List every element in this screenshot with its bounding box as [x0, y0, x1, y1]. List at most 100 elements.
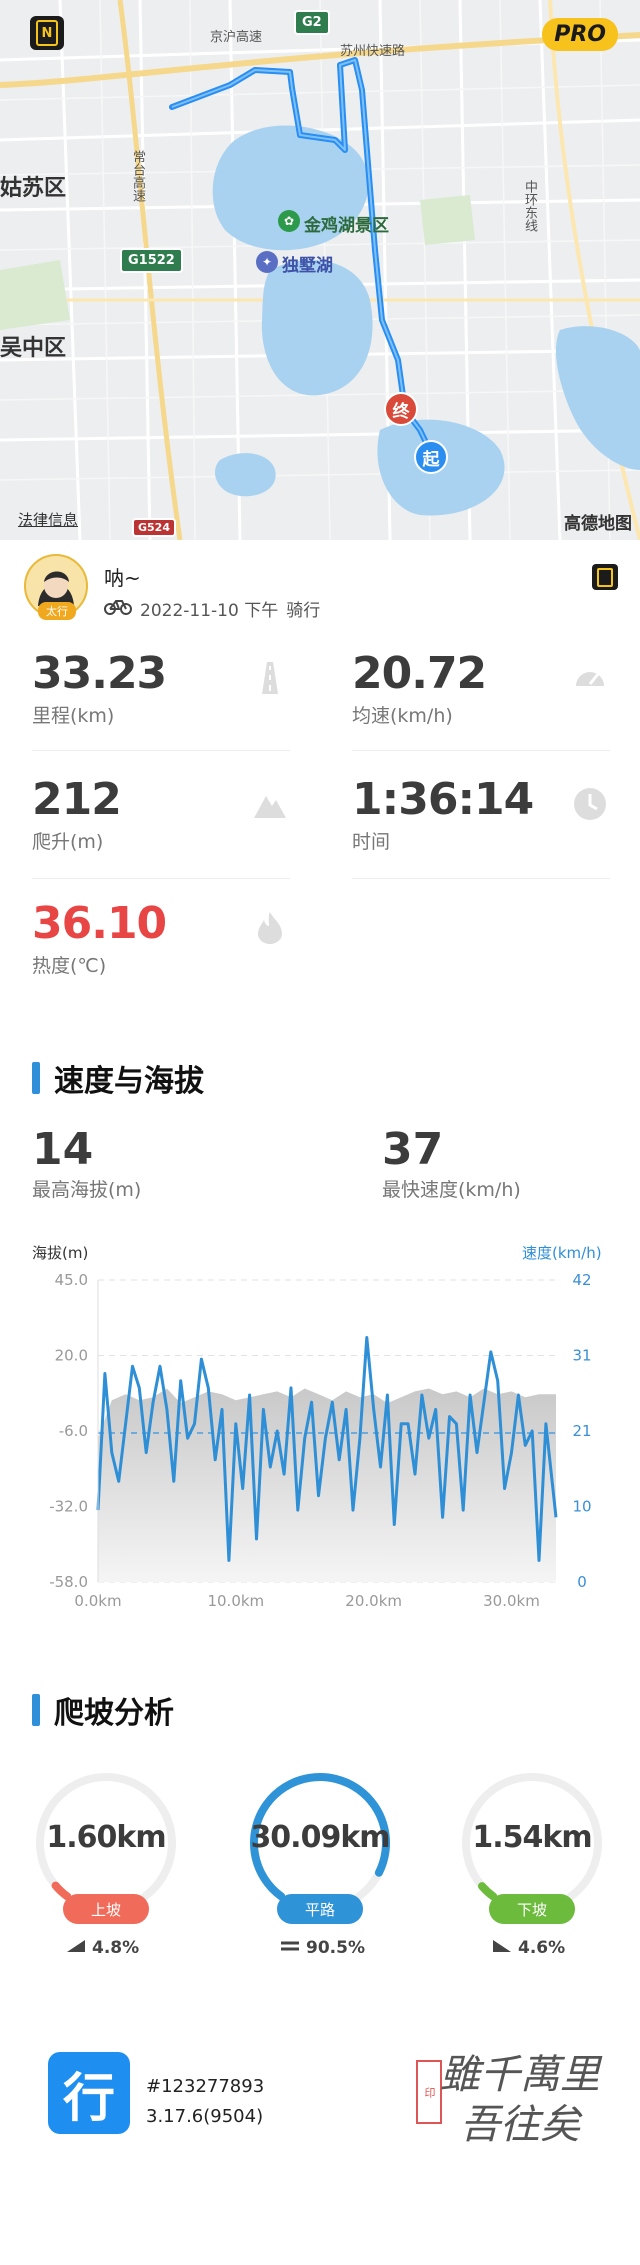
gauge-value: 1.54km [472, 1820, 592, 1855]
gauge-tag: 下坡 [489, 1894, 575, 1924]
road-label-expressway: 京沪高速 [210, 30, 263, 45]
scenic-area-icon: ✿ [278, 210, 300, 232]
y-right-tick-label: 0 [577, 1573, 587, 1591]
gauge-fill [36, 1773, 176, 1913]
max-altitude-stat: 14 最高海拔(m) [32, 1124, 141, 1202]
stat-value: 212 [32, 774, 122, 825]
uphill-icon [66, 1938, 86, 1958]
gauge-ring [250, 1773, 390, 1913]
road-label-ring: 中环东线 [522, 180, 537, 232]
gauge-value: 30.09km [250, 1820, 390, 1855]
section-title-text: 爬坡分析 [54, 1696, 174, 1731]
road-label-changtai: 常台高速 [130, 150, 145, 202]
y-left-tick-label: 20.0 [55, 1347, 88, 1365]
stat-avg-speed: 20.72 均速(km/h) [352, 648, 612, 728]
divider [352, 750, 610, 751]
bicycle-icon [104, 597, 132, 620]
signature-line-2: 吾往矣 [460, 2102, 580, 2148]
stat-label: 爬升(m) [32, 831, 104, 853]
flame-icon [258, 912, 282, 944]
max-speed-stat: 37 最快速度(km/h) [382, 1124, 521, 1202]
gauge-percent-text: 90.5% [306, 1938, 365, 1958]
climb-gauge-uphill: 1.60km [31, 1768, 181, 1918]
chart-right-axis-title: 速度(km/h) [522, 1244, 602, 1262]
avatar[interactable] [24, 554, 88, 618]
y-left-tick-label: 45.0 [55, 1271, 88, 1289]
road-label-suzhou-exp: 苏州快速路 [340, 44, 406, 59]
app-version: 3.17.6(9504) [146, 2106, 264, 2127]
x-tick-label: 0.0km [74, 1592, 121, 1610]
gauge-tag: 上坡 [63, 1894, 149, 1924]
gauge-tag: 平路 [277, 1894, 363, 1924]
y-right-tick-label: 42 [572, 1271, 591, 1289]
stat-label: 热度(℃) [32, 955, 107, 977]
lake-label: 独墅湖 [282, 256, 333, 276]
mountain-icon [254, 796, 286, 818]
stat-value: 36.10 [32, 898, 167, 949]
route-map[interactable]: N PRO 姑苏区 吴中区 G2 G1522 G524 常台高速 京沪高速 苏州… [0, 0, 640, 540]
lake-poi-icon: ✦ [256, 251, 278, 273]
climb-gauge-downhill: 1.54km [457, 1768, 607, 1918]
x-tick-label: 20.0km [345, 1592, 402, 1610]
gauge-ring [36, 1773, 176, 1913]
ride-meta: 2022-11-10 下午 骑行 [104, 596, 320, 621]
signature-seal: 印 [416, 2060, 442, 2124]
district-label-wuzhong: 吴中区 [0, 336, 67, 361]
gauge-ring [462, 1773, 602, 1913]
y-right-tick-label: 31 [572, 1347, 591, 1365]
district-label-gusu: 姑苏区 [0, 176, 67, 201]
max-altitude-value: 14 [32, 1124, 94, 1175]
y-right-tick-label: 10 [572, 1498, 591, 1516]
section-title-text: 速度与海拔 [54, 1064, 204, 1099]
stat-label: 时间 [352, 831, 391, 853]
divider [352, 878, 610, 879]
chart-left-axis-title: 海拔(m) [32, 1244, 89, 1262]
gauge-fill [462, 1773, 602, 1913]
road-shield-g2: G2 [294, 10, 330, 35]
stat-label: 均速(km/h) [352, 705, 453, 727]
legal-info-link[interactable]: 法律信息 [18, 511, 79, 529]
x-tick-label: 10.0km [207, 1592, 264, 1610]
y-left-tick-label: -6.0 [59, 1422, 88, 1440]
road-icon [262, 662, 278, 694]
stat-duration: 1:36:14 时间 [352, 774, 612, 854]
speedometer-icon [576, 672, 604, 686]
end-pin-icon[interactable]: 终 [384, 392, 418, 426]
start-pin-icon[interactable]: 起 [414, 440, 448, 474]
stat-distance: 33.23 里程(km) [32, 648, 292, 728]
max-speed-label: 最快速度(km/h) [382, 1179, 521, 1201]
gauge-percent-text: 4.6% [518, 1938, 566, 1958]
gauge-percent-text: 4.8% [92, 1938, 140, 1958]
app-logo-icon: N [30, 16, 64, 50]
y-right-tick-label: 21 [572, 1422, 591, 1440]
ride-date: 2022-11-10 下午 [140, 601, 279, 621]
ride-activity: 骑行 [286, 601, 321, 621]
stat-heat: 36.10 热度(℃) [32, 898, 292, 978]
y-left-tick-label: -58.0 [49, 1573, 88, 1591]
clock-icon [574, 788, 606, 820]
stat-elevation-gain: 212 爬升(m) [32, 774, 292, 854]
ride-profile-header: 太行 呐~ 2022-11-10 下午 骑行 [0, 540, 640, 640]
downhill-icon [492, 1938, 512, 1958]
flat-road-icon [280, 1938, 300, 1958]
speed-altitude-chart[interactable]: 45.0 42 20.0 31 -6.0 21 -32.0 10 -58.0 0 0.0km 10.0… [0, 1270, 640, 1630]
stat-value: 1:36:14 [352, 774, 534, 825]
max-altitude-label: 最高海拔(m) [32, 1179, 142, 1201]
signature: 雖千萬里 吾往矣 [440, 2050, 600, 2150]
y-left-tick-label: -32.0 [49, 1498, 88, 1516]
road-shield-g1522: G1522 [120, 248, 183, 273]
gauge-value: 1.60km [46, 1820, 166, 1855]
map-canvas [0, 0, 640, 540]
stat-value: 20.72 [352, 648, 487, 699]
section-accent-bar [32, 1062, 40, 1094]
gauge-percent: 4.6% [492, 1938, 565, 1958]
scenic-area-label: 金鸡湖景区 [304, 216, 389, 236]
record-id: #123277893 [146, 2076, 265, 2097]
gauge-percent: 90.5% [280, 1938, 365, 1958]
road-shield-g524: G524 [132, 518, 176, 537]
climb-gauge-flat: 30.09km [245, 1768, 395, 1918]
speed-line [96, 1336, 558, 1562]
section-title-climb: 爬坡分析 [32, 1688, 174, 1732]
pro-badge[interactable]: PRO [542, 18, 618, 51]
gauge-fill [250, 1773, 390, 1913]
